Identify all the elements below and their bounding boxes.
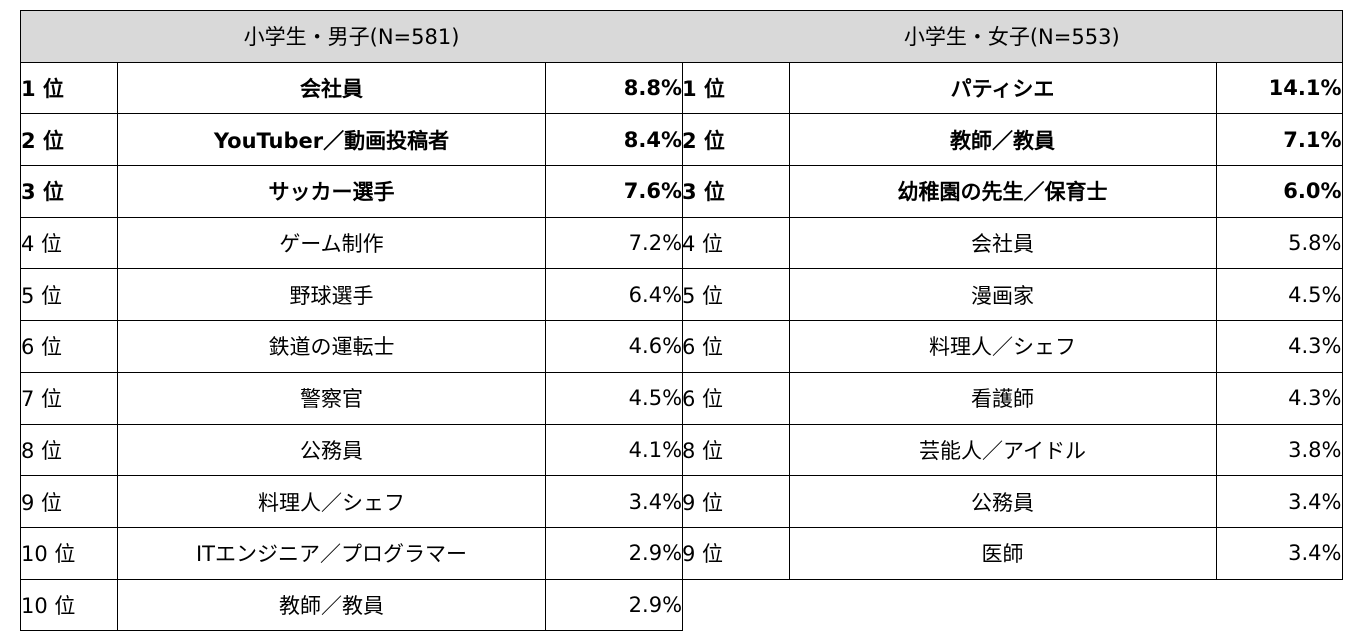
occupation-cell: 警察官 (117, 371, 546, 425)
occupation-cell: ゲーム制作 (117, 216, 546, 270)
percentage-cell: 4.5% (1215, 268, 1343, 322)
rank-cell: 5 位 (20, 268, 118, 322)
percentage-cell: 7.6% (544, 165, 684, 218)
rank-cell: 2 位 (20, 113, 118, 167)
table-row: 6 位看護師 4.3% (682, 371, 1343, 425)
table-row: 8 位公務員 4.1% (20, 423, 684, 477)
table-row: 5 位野球選手 6.4% (20, 268, 684, 322)
rank-cell: 8 位 (682, 423, 790, 477)
occupation-cell: YouTuber／動画投稿者 (117, 113, 546, 167)
table-row: 10 位 ITエンジニア／プログラマー 2.9% (20, 526, 684, 580)
rank-cell: 9 位 (682, 475, 790, 528)
occupation-cell: 幼稚園の先生／保育士 (788, 165, 1217, 218)
table-row: 7 位警察官 4.5% (20, 371, 684, 425)
rank-cell: 3 位 (20, 165, 118, 218)
occupation-cell: ITエンジニア／プログラマー (117, 526, 546, 580)
rank-cell: 4 位 (682, 216, 790, 270)
occupation-cell: 料理人／シェフ (117, 475, 546, 528)
rank-cell: 6 位 (682, 320, 790, 373)
percentage-cell: 3.4% (544, 475, 684, 528)
rank-cell: 3 位 (682, 165, 790, 218)
girls-ranking-table: 小学生・女子(N=553) 1 位パティシエ 14.1% 2 位教師／教員 7.1% 3… (682, 10, 1343, 580)
percentage-cell: 6.0% (1215, 165, 1343, 218)
occupation-cell: 医師 (788, 526, 1217, 580)
percentage-cell: 14.1% (1215, 61, 1343, 115)
table-row: 8 位芸能人／アイドル 3.8% (682, 423, 1343, 477)
girls-table-header: 小学生・女子(N=553) (682, 10, 1343, 63)
rank-cell: 1 位 (682, 61, 790, 115)
rank-cell: 6 位 (682, 371, 790, 425)
boys-table-body: 1 位会社員 8.8% 2 位 YouTuber／動画投稿者 8.4% 3 位サッカー選手… (20, 61, 684, 631)
rank-cell: 4 位 (20, 216, 118, 270)
percentage-cell: 4.1% (544, 423, 684, 477)
rank-cell: 9 位 (20, 475, 118, 528)
occupation-cell: パティシエ (788, 61, 1217, 115)
table-row: 1 位会社員 8.8% (20, 61, 684, 115)
rank-cell: 8 位 (20, 423, 118, 477)
table-row: 2 位 YouTuber／動画投稿者 8.4% (20, 113, 684, 167)
occupation-cell: 芸能人／アイドル (788, 423, 1217, 477)
percentage-cell: 3.4% (1215, 475, 1343, 528)
percentage-cell: 4.3% (1215, 320, 1343, 373)
boys-ranking-table: 小学生・男子(N=581) 1 位会社員 8.8% 2 位 YouTuber／動画投稿… (19, 10, 684, 631)
percentage-cell: 7.1% (1215, 113, 1343, 167)
boys-table-header: 小学生・男子(N=581) (19, 10, 684, 63)
occupation-cell: 教師／教員 (788, 113, 1217, 167)
rank-cell: 6 位 (20, 320, 118, 373)
occupation-cell: 野球選手 (117, 268, 546, 322)
table-row: 5 位漫画家 4.5% (682, 268, 1343, 322)
percentage-cell: 7.2% (544, 216, 684, 270)
occupation-cell: 公務員 (117, 423, 546, 477)
occupation-cell: 会社員 (788, 216, 1217, 270)
percentage-cell: 2.9% (544, 526, 684, 580)
percentage-cell: 4.3% (1215, 371, 1343, 425)
table-row: 10 位教師／教員 2.9% (20, 578, 684, 631)
table-row: 6 位料理人／シェフ 4.3% (682, 320, 1343, 373)
percentage-cell: 3.8% (1215, 423, 1343, 477)
rank-cell: 5 位 (682, 268, 790, 322)
occupation-cell: 会社員 (117, 61, 546, 115)
percentage-cell: 4.5% (544, 371, 684, 425)
rank-cell: 7 位 (20, 371, 118, 425)
rank-cell: 10 位 (20, 578, 118, 631)
rank-cell: 1 位 (20, 61, 118, 115)
table-row: 9 位料理人／シェフ 3.4% (20, 475, 684, 528)
table-row: 6 位鉄道の運転士 4.6% (20, 320, 684, 373)
table-row: 9 位公務員 3.4% (682, 475, 1343, 528)
table-row: 2 位教師／教員 7.1% (682, 113, 1343, 167)
percentage-cell: 5.8% (1215, 216, 1343, 270)
rank-cell: 2 位 (682, 113, 790, 167)
occupation-cell: 料理人／シェフ (788, 320, 1217, 373)
occupation-cell: サッカー選手 (117, 165, 546, 218)
percentage-cell: 6.4% (544, 268, 684, 322)
rank-cell: 10 位 (20, 526, 118, 580)
occupation-cell: 漫画家 (788, 268, 1217, 322)
percentage-cell: 8.8% (544, 61, 684, 115)
occupation-cell: 教師／教員 (117, 578, 546, 631)
percentage-cell: 4.6% (544, 320, 684, 373)
occupation-cell: 鉄道の運転士 (117, 320, 546, 373)
percentage-cell: 8.4% (544, 113, 684, 167)
table-row: 4 位会社員 5.8% (682, 216, 1343, 270)
table-row: 1 位パティシエ 14.1% (682, 61, 1343, 115)
occupation-cell: 公務員 (788, 475, 1217, 528)
rank-cell: 9 位 (682, 526, 790, 580)
percentage-cell: 3.4% (1215, 526, 1343, 580)
table-row: 9 位医師 3.4% (682, 526, 1343, 580)
percentage-cell: 2.9% (544, 578, 684, 631)
table-row: 4 位ゲーム制作 7.2% (20, 216, 684, 270)
girls-table-body: 1 位パティシエ 14.1% 2 位教師／教員 7.1% 3 位幼稚園の先生／保育士 6.… (682, 61, 1343, 580)
table-row: 3 位サッカー選手 7.6% (20, 165, 684, 218)
table-row: 3 位幼稚園の先生／保育士 6.0% (682, 165, 1343, 218)
occupation-cell: 看護師 (788, 371, 1217, 425)
